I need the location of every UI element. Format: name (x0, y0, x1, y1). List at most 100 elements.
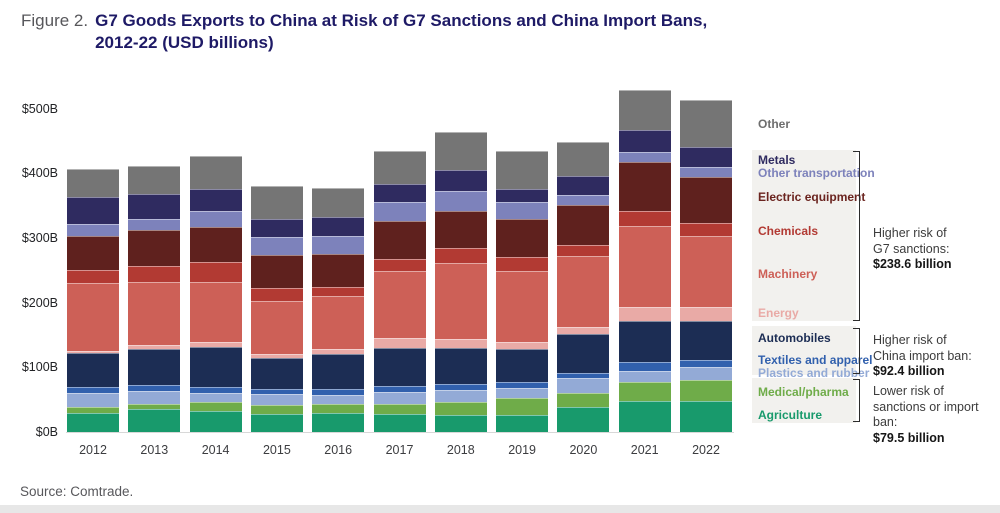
segment-machinery-2012 (67, 283, 119, 351)
segment-agriculture-2021 (618, 400, 671, 432)
legend-group-box-3 (752, 378, 856, 423)
segment-medical-pharma-2015 (250, 404, 303, 414)
x-tick-label-2016: 2016 (324, 443, 353, 457)
segment-plastics-and-rubber-2016 (312, 394, 365, 405)
segment-energy-2016 (312, 349, 365, 355)
segment-agriculture-2012 (67, 412, 119, 432)
segment-metals-2017 (373, 183, 426, 202)
legend-label-textiles-and-apparel: Textiles and apparel (758, 353, 873, 367)
legend-group-box-2 (752, 326, 856, 375)
segment-medical-pharma-2012 (67, 407, 119, 413)
segment-textiles-and-apparel-2013 (128, 385, 181, 392)
segment-energy-2015 (250, 353, 303, 359)
segment-agriculture-2016 (312, 413, 365, 432)
bar-2016 (312, 187, 365, 432)
x-tick-label-2020: 2020 (569, 443, 598, 457)
bar-2022 (680, 100, 732, 432)
figure-title: G7 Goods Exports to China at Risk of G7 … (95, 10, 707, 54)
segment-electric-equipment-2013 (128, 229, 181, 267)
segment-energy-2013 (128, 344, 181, 349)
segment-plastics-and-rubber-2018 (434, 389, 487, 402)
segment-electric-equipment-2020 (557, 205, 610, 246)
source-note: Source: Comtrade. (20, 484, 134, 499)
segment-electric-equipment-2017 (373, 221, 426, 260)
segment-other-2017 (373, 151, 426, 184)
bar-2013 (128, 166, 181, 432)
segment-plastics-and-rubber-2019 (496, 388, 549, 399)
segment-plastics-and-rubber-2013 (128, 391, 181, 404)
segment-agriculture-2022 (680, 400, 732, 432)
y-tick-label: $300B (21, 230, 58, 245)
segment-electric-equipment-2019 (496, 218, 549, 257)
segment-automobiles-2013 (128, 348, 181, 386)
figure-title-line2: 2012-22 (USD billions) (95, 33, 274, 52)
legend-label-energy: Energy (758, 306, 799, 320)
window-edge (0, 505, 1000, 513)
segment-medical-pharma-2013 (128, 403, 181, 410)
segment-agriculture-2013 (128, 409, 181, 432)
legend-label-metals: Metals (758, 153, 796, 167)
segment-automobiles-2016 (312, 354, 365, 389)
segment-agriculture-2014 (189, 410, 242, 432)
legend-label-chemicals: Chemicals (758, 224, 819, 238)
group-bracket-3 (853, 379, 860, 422)
segment-electric-equipment-2022 (680, 176, 732, 224)
segment-electric-equipment-2016 (312, 254, 365, 287)
bar-2019 (496, 150, 549, 432)
segment-textiles-and-apparel-2019 (496, 382, 549, 389)
x-tick-label-2012: 2012 (79, 443, 107, 457)
segment-plastics-and-rubber-2012 (67, 393, 119, 408)
segment-other-transportation-2015 (250, 237, 303, 255)
segment-machinery-2022 (680, 236, 732, 307)
segment-chemicals-2013 (128, 266, 181, 282)
segment-medical-pharma-2020 (557, 392, 610, 407)
segment-medical-pharma-2014 (189, 402, 242, 411)
segment-agriculture-2019 (496, 415, 549, 432)
x-tick-label-2019: 2019 (508, 443, 536, 457)
segment-electric-equipment-2018 (434, 210, 487, 249)
segment-metals-2014 (189, 189, 242, 211)
segment-metals-2022 (680, 147, 732, 167)
x-axis-baseline (66, 432, 734, 433)
segment-energy-2020 (557, 327, 610, 334)
legend-label-agriculture: Agriculture (758, 408, 823, 422)
legend-group-box-1 (752, 150, 856, 321)
segment-automobiles-2017 (373, 347, 426, 387)
annotation-line: Higher risk of (873, 226, 947, 240)
annotation-amount: $92.4 billion (873, 364, 945, 378)
segment-other-2021 (618, 89, 671, 130)
segment-other-2019 (496, 150, 549, 189)
annotation-line: sanctions or import ban: (873, 399, 979, 430)
figure-header: Figure 2. G7 Goods Exports to China at R… (21, 10, 707, 54)
segment-other-transportation-2022 (680, 166, 732, 177)
segment-energy-2012 (67, 350, 119, 354)
segment-electric-equipment-2021 (618, 161, 671, 211)
figure-number: Figure 2. (21, 11, 89, 30)
segment-plastics-and-rubber-2015 (250, 393, 303, 405)
segment-other-transportation-2014 (189, 210, 242, 227)
annotation-line: Higher risk of (873, 333, 947, 347)
segment-machinery-2020 (557, 256, 610, 328)
segment-medical-pharma-2021 (618, 382, 671, 401)
legend-label-other-transportation: Other transportation (758, 165, 875, 180)
y-tick-label: $500B (21, 101, 58, 116)
x-tick-label-2018: 2018 (446, 443, 475, 457)
segment-other-2022 (680, 100, 732, 148)
bar-2021 (618, 89, 671, 432)
segment-medical-pharma-2018 (434, 401, 487, 415)
segment-electric-equipment-2015 (250, 254, 303, 288)
segment-textiles-and-apparel-2020 (557, 372, 610, 379)
bar-2012 (67, 168, 119, 432)
segment-other-2015 (250, 186, 303, 220)
segment-machinery-2015 (250, 301, 303, 354)
segment-energy-2019 (496, 342, 549, 350)
legend-label-electric-equipment: Electric equipment (758, 190, 866, 204)
segment-machinery-2013 (128, 281, 181, 345)
segment-machinery-2021 (618, 225, 671, 307)
segment-medical-pharma-2019 (496, 398, 549, 416)
segment-metals-2012 (67, 196, 119, 225)
segment-chemicals-2017 (373, 259, 426, 271)
legend-label-machinery: Machinery (758, 267, 818, 281)
segment-automobiles-2014 (189, 347, 242, 388)
